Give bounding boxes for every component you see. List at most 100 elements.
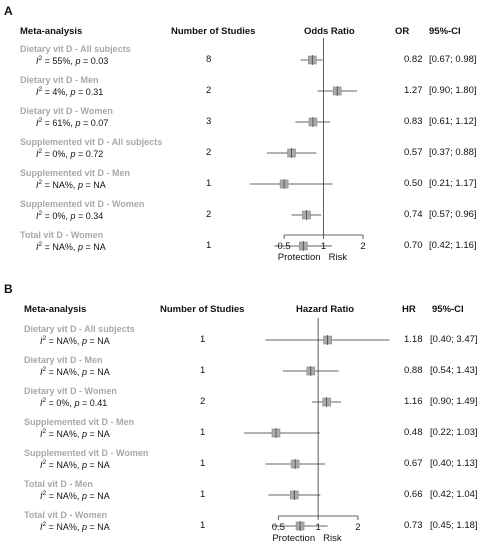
header-estimate: OR xyxy=(395,26,410,37)
ci-value: [0.67; 0.98] xyxy=(429,54,477,65)
i2-value: NA% xyxy=(52,180,73,190)
row-label: Supplemented vit D - Men xyxy=(20,168,131,178)
row-label: Total vit D - Women xyxy=(24,510,108,520)
axis-label-risk: Risk xyxy=(323,533,342,544)
row-label: Supplemented vit D - Women xyxy=(20,199,145,209)
row-label: Total vit D - Men xyxy=(24,479,93,489)
i2-value: 0% xyxy=(52,149,66,159)
estimate-value: 1.16 xyxy=(404,396,423,407)
header-number-of-studies: Number of Studies xyxy=(171,26,256,37)
p-value: NA xyxy=(97,367,110,377)
header-ci: 95%-CI xyxy=(432,304,464,315)
heterogeneity-stat: I2 = NA%, p = NA xyxy=(40,459,110,470)
number-of-studies: 1 xyxy=(200,458,206,469)
panel-label: B xyxy=(4,282,13,296)
row-label: Dietary vit D - Women xyxy=(20,106,113,116)
heterogeneity-stat: I2 = NA%, p = NA xyxy=(40,490,110,501)
estimate-value: 0.57 xyxy=(404,147,423,158)
heterogeneity-stat: I2 = 0%, p = 0.72 xyxy=(36,148,104,159)
ci-value: [0.42; 1.16] xyxy=(429,240,477,251)
x-tick-label: 2 xyxy=(355,522,360,533)
heterogeneity-stat: I2 = 55%, p = 0.03 xyxy=(36,55,109,66)
header-meta-analysis: Meta-analysis xyxy=(20,26,83,37)
i2-value: 4% xyxy=(52,87,66,97)
p-value: NA xyxy=(93,242,106,252)
p-value: 0.07 xyxy=(90,118,109,128)
p-value: 0.34 xyxy=(85,211,104,221)
p-value: 0.72 xyxy=(85,149,104,159)
i2-value: 55% xyxy=(52,56,71,66)
i2-value: NA% xyxy=(56,367,77,377)
estimate-value: 0.88 xyxy=(404,365,423,376)
number-of-studies: 2 xyxy=(206,209,212,220)
p-value: 0.31 xyxy=(85,87,104,97)
ci-value: [0.22; 1.03] xyxy=(430,427,478,438)
number-of-studies: 2 xyxy=(206,147,212,158)
ci-value: [0.54; 1.43] xyxy=(430,365,478,376)
number-of-studies: 2 xyxy=(206,85,212,96)
row-label: Dietary vit D - All subjects xyxy=(24,324,135,334)
i2-value: NA% xyxy=(56,336,77,346)
ci-value: [0.21; 1.17] xyxy=(429,178,477,189)
heterogeneity-stat: I2 = NA%, p = NA xyxy=(36,241,106,252)
panel-label: A xyxy=(4,4,13,18)
estimate-value: 1.27 xyxy=(404,85,423,96)
header-estimate: HR xyxy=(402,304,416,315)
x-tick-label: 2 xyxy=(360,241,365,252)
forest-plot-area: 0.5 1 2 Protection Risk xyxy=(244,318,390,544)
ci-value: [0.90; 1.80] xyxy=(429,85,477,96)
axis-label-risk: Risk xyxy=(329,252,348,263)
p-value: NA xyxy=(97,429,110,439)
estimate-value: 0.82 xyxy=(404,54,423,65)
i2-value: NA% xyxy=(56,491,77,501)
ci-value: [0.42; 1.04] xyxy=(430,489,478,500)
number-of-studies: 2 xyxy=(200,396,206,407)
header-number-of-studies: Number of Studies xyxy=(160,304,245,315)
estimate-value: 1.18 xyxy=(404,334,423,345)
number-of-studies: 1 xyxy=(200,520,206,531)
heterogeneity-stat: I2 = 61%, p = 0.07 xyxy=(36,117,109,128)
i2-value: NA% xyxy=(56,429,77,439)
number-of-studies: 1 xyxy=(200,334,206,345)
row-label: Dietary vit D - Women xyxy=(24,386,117,396)
ci-value: [0.45; 1.18] xyxy=(430,520,478,531)
header-ci: 95%-CI xyxy=(429,26,461,37)
number-of-studies: 3 xyxy=(206,116,212,127)
header-plot-measure: Hazard Ratio xyxy=(296,304,355,315)
axis-label-protection: Protection xyxy=(272,533,315,544)
ci-value: [0.90; 1.49] xyxy=(430,396,478,407)
estimate-value: 0.70 xyxy=(404,240,423,251)
ci-value: [0.40; 3.47] xyxy=(430,334,478,345)
i2-value: 61% xyxy=(52,118,71,128)
estimate-value: 0.66 xyxy=(404,489,423,500)
p-value: NA xyxy=(97,336,110,346)
axis-label-protection: Protection xyxy=(278,252,321,263)
row-label: Supplemented vit D - Men xyxy=(24,417,135,427)
number-of-studies: 1 xyxy=(200,365,206,376)
p-value: NA xyxy=(97,460,110,470)
heterogeneity-stat: I2 = NA%, p = NA xyxy=(36,179,106,190)
i2-value: NA% xyxy=(56,460,77,470)
heterogeneity-stat: I2 = 0%, p = 0.34 xyxy=(36,210,104,221)
row-label: Dietary vit D - Men xyxy=(20,75,99,85)
heterogeneity-stat: I2 = NA%, p = NA xyxy=(40,366,110,377)
estimate-value: 0.74 xyxy=(404,209,423,220)
estimate-value: 0.48 xyxy=(404,427,423,438)
i2-value: NA% xyxy=(52,242,73,252)
number-of-studies: 1 xyxy=(206,240,212,251)
estimate-value: 0.67 xyxy=(404,458,423,469)
number-of-studies: 1 xyxy=(206,178,212,189)
ci-value: [0.37; 0.88] xyxy=(429,147,477,158)
heterogeneity-stat: I2 = 4%, p = 0.31 xyxy=(36,86,104,97)
heterogeneity-stat: I2 = 0%, p = 0.41 xyxy=(40,397,108,408)
p-value: NA xyxy=(97,522,110,532)
ci-value: [0.57; 0.96] xyxy=(429,209,477,220)
p-value: NA xyxy=(93,180,106,190)
heterogeneity-stat: I2 = NA%, p = NA xyxy=(40,428,110,439)
ci-value: [0.61; 1.12] xyxy=(429,116,477,127)
i2-value: 0% xyxy=(56,398,70,408)
row-label: Supplemented vit D - All subjects xyxy=(20,137,163,147)
estimate-value: 0.73 xyxy=(404,520,423,531)
heterogeneity-stat: I2 = NA%, p = NA xyxy=(40,335,110,346)
